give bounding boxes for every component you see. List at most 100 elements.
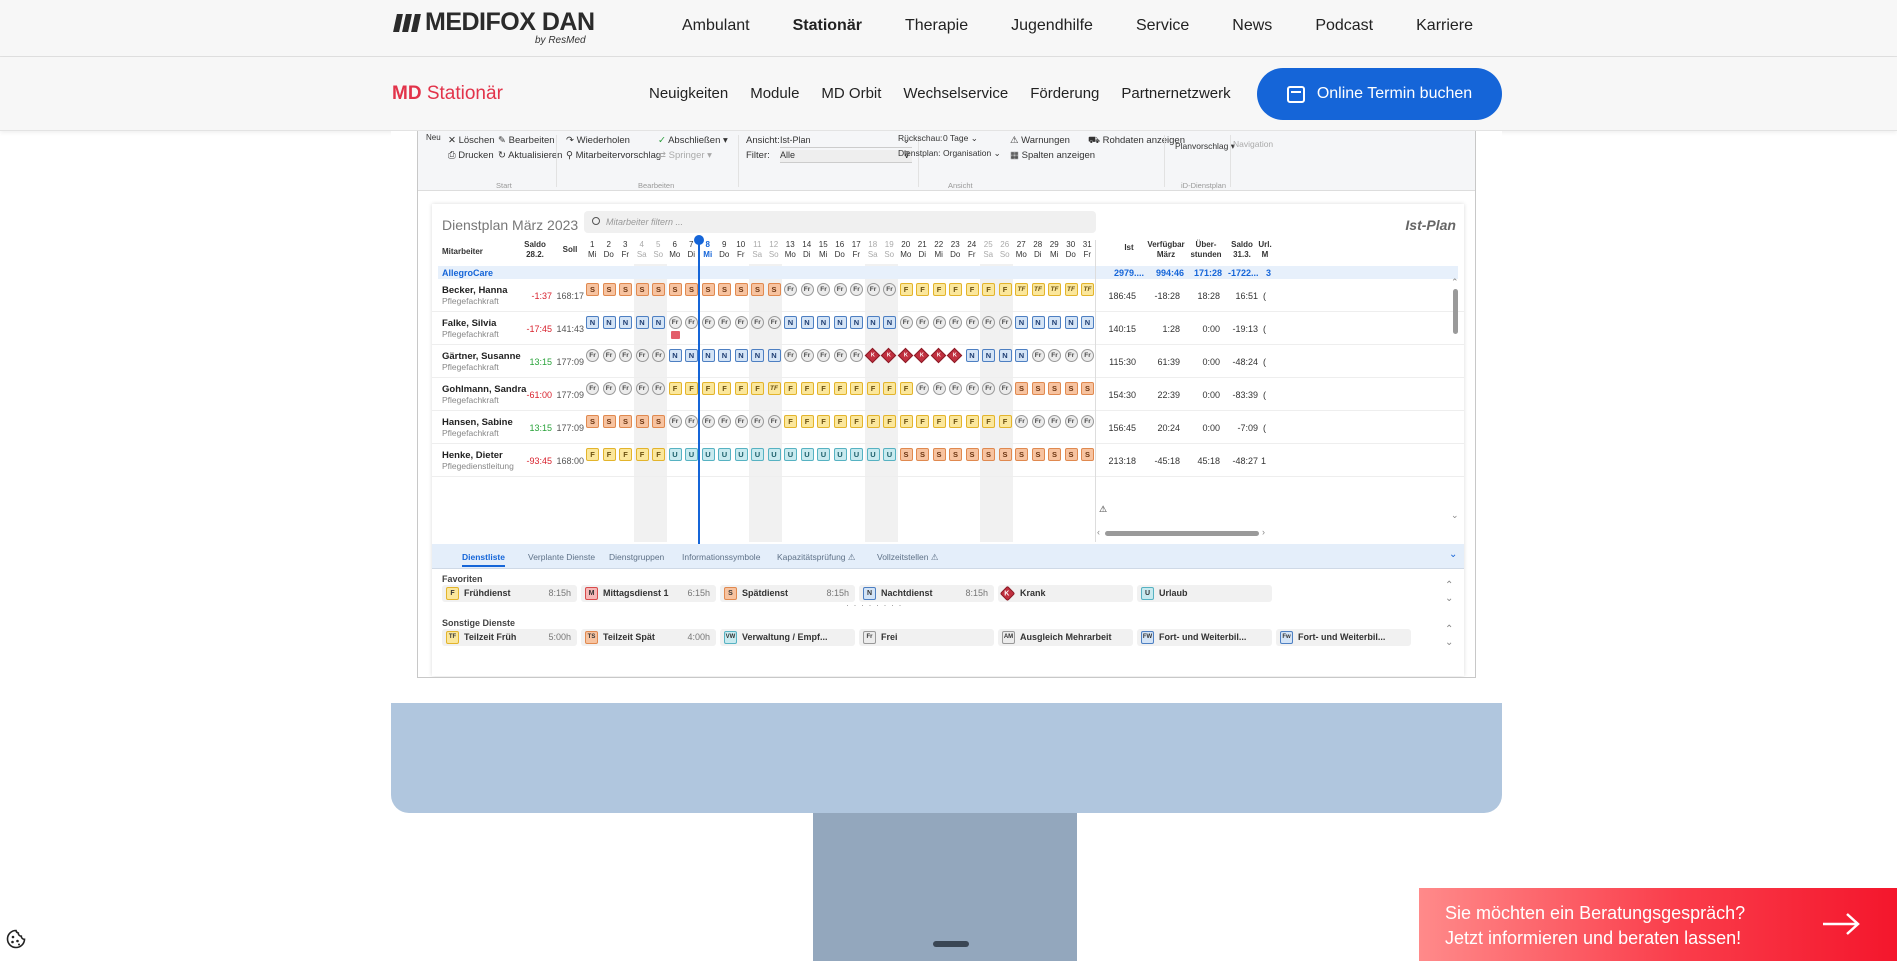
other-scroll-down-icon[interactable]: ⌄ [1445,637,1454,648]
shift-badge[interactable]: Fr [751,415,764,428]
shift-badge[interactable]: N [701,349,715,362]
shift-badge[interactable]: Fr [602,382,616,395]
shift-badge[interactable]: S [718,283,731,296]
shift-badge[interactable]: N [1064,316,1078,329]
service-chip[interactable]: M Mittagsdienst 1 6:15h [581,585,716,602]
employee-row[interactable]: Gärtner, Susanne Pflegefachkraft 13:15 177:… [432,345,1464,378]
product-brand[interactable]: MD Stationär [392,83,503,105]
day-column-header[interactable]: 20 Mo [898,240,915,260]
shift-badge[interactable]: Fr [784,349,797,362]
shift-badge[interactable]: S [734,283,748,296]
shift-badge[interactable]: S [767,283,781,296]
shift-badge[interactable]: U [883,448,896,461]
shift-badge[interactable]: Fr [652,382,665,395]
shift-badge[interactable]: S [1081,382,1094,395]
day-column-header[interactable]: 27 Mo [1013,240,1030,260]
service-chip[interactable]: F Frühdienst 8:15h [442,585,577,602]
shift-badge[interactable]: N [1015,349,1028,362]
shift-badge[interactable]: K [864,347,880,364]
ribbon-delete[interactable]: ✕ Löschen [448,135,495,146]
shift-badge[interactable]: Fr [784,283,797,296]
service-chip[interactable]: FW Fort- und Weiterbil... [1137,629,1272,646]
shift-badge[interactable]: TF [767,382,781,395]
shift-badge[interactable]: S [635,283,649,296]
shift-badge[interactable]: N [866,316,880,329]
day-column-header[interactable]: 5 So [650,240,667,260]
shift-badge[interactable]: Fr [949,316,962,329]
shift-badge[interactable]: Fr [1081,349,1094,362]
shift-badge[interactable]: Fr [817,349,830,362]
shift-badge[interactable]: Fr [734,316,748,329]
day-column-header[interactable]: 24 Fr [964,240,981,260]
shift-badge[interactable]: N [1081,316,1094,329]
shift-badge[interactable]: N [998,349,1012,362]
shift-badge[interactable]: F [916,283,929,296]
day-column-header[interactable]: 25 Sa [980,240,997,260]
shift-badge[interactable]: F [734,382,748,395]
tab-verplante-dienste[interactable]: Verplante Dienste [528,552,596,562]
shift-badge[interactable]: F [833,415,847,428]
shift-badge[interactable]: K [897,347,913,364]
shift-badge[interactable]: F [817,415,830,428]
shift-badge[interactable]: Fr [767,415,781,428]
shift-badge[interactable]: Fr [1064,349,1078,362]
shift-badge[interactable]: Fr [751,316,764,329]
ribbon-print[interactable]: ⎙ Drucken [448,150,494,161]
shift-badge[interactable]: N [965,349,979,362]
employee-row[interactable]: Hansen, Sabine Pflegefachkraft 13:15 177:09… [432,411,1464,444]
shift-badge[interactable]: Fr [767,316,781,329]
nav-jugendhilfe[interactable]: Jugendhilfe [1011,17,1093,34]
employee-search-input[interactable]: Mitarbeiter filtern ... [584,211,1096,233]
shift-badge[interactable]: S [1048,448,1061,461]
nav-stationaer[interactable]: Stationär [792,17,862,34]
view-select[interactable]: Ist-Plan ⌄ [780,135,912,148]
shift-badge[interactable]: F [899,415,913,428]
day-column-header[interactable]: 4 Sa [634,240,651,260]
shift-badge[interactable]: N [800,316,814,329]
shift-badge[interactable]: Fr [916,382,929,395]
day-column-header[interactable]: 28 Di [1030,240,1047,260]
shift-badge[interactable]: U [668,448,682,461]
ribbon-complete[interactable]: ✓ Abschließen ▾ [658,135,728,146]
ribbon-refresh[interactable]: ↻ Aktualisieren [498,150,563,161]
day-column-header[interactable]: 19 So [881,240,898,260]
shift-badge[interactable]: S [982,448,995,461]
shift-badge[interactable]: Fr [718,415,731,428]
shift-badge[interactable]: Fr [734,415,748,428]
shift-badge[interactable]: F [998,415,1012,428]
day-column-header[interactable]: 11 Sa [749,240,766,260]
shift-badge[interactable]: N [668,349,682,362]
shift-badge[interactable]: F [718,382,731,395]
ribbon-navigation[interactable]: Navigation [1233,139,1274,149]
shift-badge[interactable]: Fr [668,415,682,428]
shift-badge[interactable]: Fr [883,283,896,296]
service-chip[interactable]: S Spätdienst 8:15h [720,585,855,602]
shift-badge[interactable]: F [982,415,995,428]
shift-badge[interactable]: TF [1048,283,1061,296]
shift-badge[interactable]: U [734,448,748,461]
ribbon-edit[interactable]: ✎ Bearbeiten [498,135,555,146]
scroll-right-icon[interactable]: › [1262,527,1265,537]
shift-badge[interactable]: F [949,283,962,296]
subnav-md-orbit[interactable]: MD Orbit [821,85,882,102]
shift-badge[interactable]: S [602,283,616,296]
service-chip[interactable]: TS Teilzeit Spät 4:00h [581,629,716,646]
shift-badge[interactable]: F [866,382,880,395]
day-column-header[interactable]: 15 Mi [815,240,832,260]
shift-badge[interactable]: S [1064,448,1078,461]
day-column-header[interactable]: 17 Fr [848,240,865,260]
shift-badge[interactable]: S [652,283,665,296]
shift-badge[interactable]: TF [1031,283,1045,296]
nav-ambulant[interactable]: Ambulant [682,17,750,34]
ribbon-plan-suggestion[interactable]: Planvorschlag ▾ [1175,141,1236,151]
day-column-header[interactable]: 6 Mo [667,240,684,260]
ribbon-new[interactable]: Neu [426,133,441,142]
shift-badge[interactable]: S [586,415,599,428]
shift-badge[interactable]: N [817,316,830,329]
shift-badge[interactable]: Fr [1064,415,1078,428]
shift-badge[interactable]: F [982,283,995,296]
shift-badge[interactable]: N [718,349,731,362]
shift-badge[interactable]: F [932,283,946,296]
cookie-icon[interactable] [6,929,26,949]
shift-badge[interactable]: S [1031,382,1045,395]
